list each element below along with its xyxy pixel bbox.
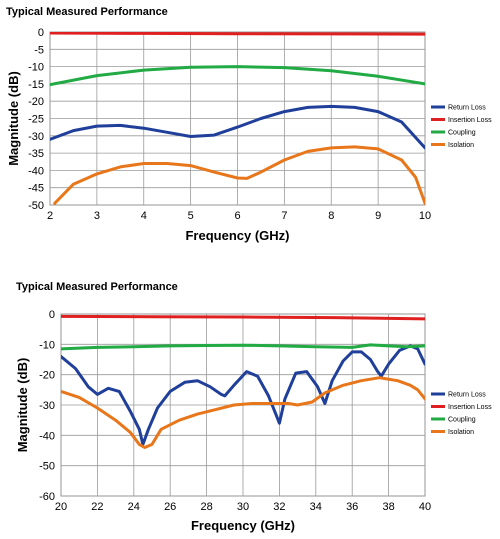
y-axis-label: Magnitude (dB) [6, 71, 21, 166]
legend-label: Return Loss [448, 105, 486, 112]
x-tick-label: 20 [55, 501, 67, 513]
y-tick-label: -60 [39, 491, 55, 503]
y-tick-label: -15 [28, 79, 44, 91]
series-line-return-loss [61, 344, 425, 446]
chart-title: Typical Measured Performance [16, 281, 178, 293]
y-tick-label: -20 [39, 370, 55, 382]
x-tick-label: 30 [237, 501, 249, 513]
y-tick-label: -30 [39, 400, 55, 412]
x-axis-label: Frequency (GHz) [191, 518, 295, 533]
x-tick-label: 34 [310, 501, 322, 513]
legend-label: Insertion Loss [448, 404, 492, 411]
x-tick-label: 7 [281, 210, 287, 222]
y-tick-label: -45 [28, 183, 44, 195]
y-tick-label: -20 [28, 96, 44, 108]
series-line-insertion-loss [61, 314, 425, 321]
y-tick-label: -30 [28, 131, 44, 143]
x-tick-label: 40 [419, 501, 431, 513]
x-tick-label: 2 [47, 210, 53, 222]
y-tick-label: -35 [28, 148, 44, 160]
x-tick-label: 5 [188, 210, 194, 222]
y-tick-label: -40 [28, 165, 44, 177]
y-axis-label: Magnitude (dB) [15, 358, 30, 453]
x-tick-label: 6 [234, 210, 240, 222]
x-tick-label: 38 [382, 501, 394, 513]
legend-label: Coupling [448, 417, 476, 424]
legend-label: Return Loss [448, 392, 486, 399]
legend-label: Insertion Loss [448, 117, 492, 124]
chart-title: Typical Measured Performance [6, 6, 168, 18]
y-tick-label: -50 [28, 200, 44, 212]
y-tick-label: -50 [39, 461, 55, 473]
y-tick-label: -10 [28, 62, 44, 74]
x-tick-label: 9 [375, 210, 381, 222]
x-tick-label: 3 [94, 210, 100, 222]
legend-label: Isolation [448, 142, 474, 149]
x-tick-label: 24 [128, 501, 140, 513]
legend-label: Coupling [448, 130, 476, 137]
x-tick-label: 26 [164, 501, 176, 513]
y-tick-label: -5 [34, 44, 44, 56]
x-tick-label: 8 [328, 210, 334, 222]
x-axis-label: Frequency (GHz) [185, 228, 289, 243]
y-tick-label: 0 [49, 309, 55, 321]
series-line-coupling [50, 65, 425, 87]
series-line-return-loss [50, 104, 425, 150]
x-tick-label: 36 [346, 501, 358, 513]
y-tick-label: -40 [39, 430, 55, 442]
y-tick-label: -25 [28, 114, 44, 126]
x-tick-label: 32 [273, 501, 285, 513]
x-tick-label: 28 [200, 501, 212, 513]
y-tick-label: 0 [38, 27, 44, 39]
x-tick-label: 10 [419, 210, 431, 222]
series-line-insertion-loss [50, 32, 425, 36]
legend-label: Isolation [448, 429, 474, 436]
chart-top: Typical Measured Performance 2 3 4 5 6 7 8 9 10 0 -… [6, 6, 492, 243]
chart-bottom: Typical Measured Performance 20 22 24 26 28 30… [15, 281, 492, 533]
x-tick-label: 22 [91, 501, 103, 513]
series-line-isolation [61, 376, 425, 449]
series-line-coupling [61, 343, 425, 351]
y-tick-label: -10 [39, 339, 55, 351]
series-line-isolation [53, 145, 425, 205]
x-tick-label: 4 [141, 210, 147, 222]
